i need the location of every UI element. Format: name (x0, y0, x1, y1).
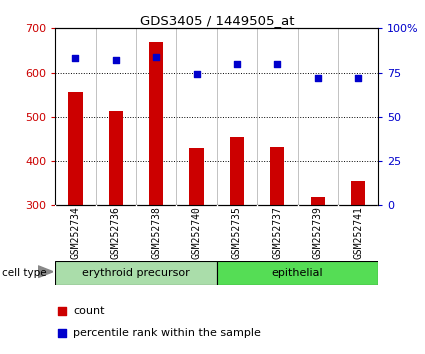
Text: erythroid precursor: erythroid precursor (82, 268, 190, 278)
Point (314, 75, 321, 81)
Bar (270, 147, 284, 205)
Bar (55, 261, 217, 285)
Point (72, 56, 79, 61)
Bar (311, 197, 325, 205)
Text: GSM252739: GSM252739 (313, 206, 323, 259)
Point (58, 308, 65, 314)
Text: percentile rank within the sample: percentile rank within the sample (73, 328, 261, 338)
Text: GSM252734: GSM252734 (71, 206, 80, 259)
Bar (68, 92, 82, 205)
Point (233, 61, 240, 67)
Point (112, 57, 119, 63)
Point (274, 61, 280, 67)
Bar (351, 181, 365, 205)
Point (153, 54, 159, 59)
Text: GSM252740: GSM252740 (192, 206, 201, 259)
Text: GSM252736: GSM252736 (111, 206, 121, 259)
Point (193, 72, 200, 77)
Text: cell type: cell type (2, 268, 47, 278)
Text: count: count (73, 306, 105, 316)
Bar (190, 148, 204, 205)
Point (58, 330, 65, 336)
Bar (217, 261, 378, 285)
Text: GSM252738: GSM252738 (151, 206, 161, 259)
Text: GSM252737: GSM252737 (272, 206, 282, 259)
Text: GSM252741: GSM252741 (353, 206, 363, 259)
Bar (230, 137, 244, 205)
Bar (109, 111, 123, 205)
Polygon shape (38, 266, 53, 278)
Bar (149, 42, 163, 205)
Title: GDS3405 / 1449505_at: GDS3405 / 1449505_at (139, 14, 294, 27)
Point (354, 75, 361, 81)
Text: epithelial: epithelial (272, 268, 323, 278)
Text: GSM252735: GSM252735 (232, 206, 242, 259)
